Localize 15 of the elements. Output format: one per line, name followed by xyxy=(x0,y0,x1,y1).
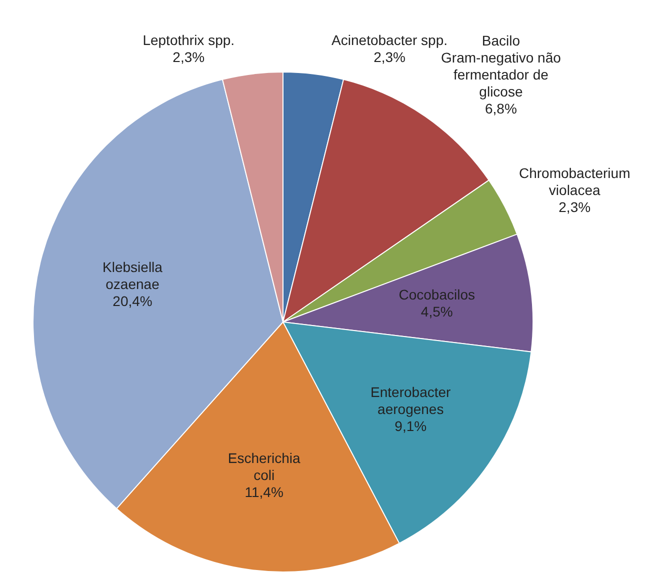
slice-label: Escherichia coli xyxy=(228,450,300,484)
data-label: 2,3% xyxy=(374,48,406,65)
slice-label: Enterobacter aerogenes xyxy=(370,384,452,418)
slice-label: Chromobacterium violacea xyxy=(518,165,630,198)
data-label: 6,8% xyxy=(485,100,517,116)
data-label: 11,4% xyxy=(244,484,284,500)
data-label: 9,1% xyxy=(394,418,427,434)
data-label: 4,5% xyxy=(420,303,453,320)
data-label: 2,3% xyxy=(558,199,591,216)
slice-label: Leptothrix spp. xyxy=(142,32,235,48)
data-label: 20,4% xyxy=(112,293,152,310)
slice-label: Cocobacilos xyxy=(398,286,476,302)
data-label: 2,3% xyxy=(172,48,205,65)
slice-label: Klebsiella ozaenae xyxy=(102,259,163,292)
slice-label: Acinetobacter spp. xyxy=(332,32,448,48)
